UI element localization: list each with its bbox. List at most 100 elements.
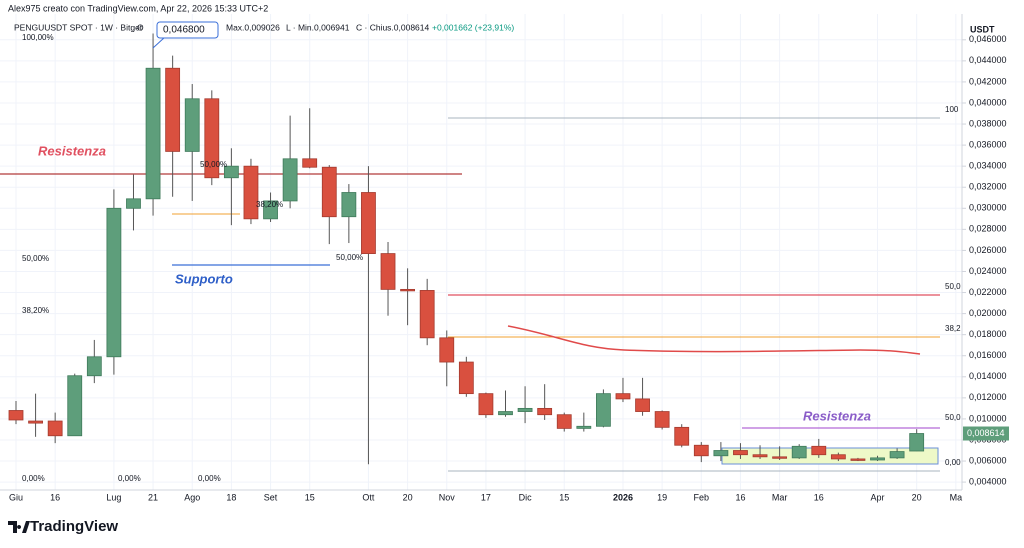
- x-tick-label: 17: [481, 492, 491, 502]
- fib-label: 100,00%: [22, 33, 54, 42]
- y-tick-label: 0,034000: [969, 161, 1007, 171]
- candle-body: [243, 165, 259, 220]
- ohlc-field: L · Min.0,006941: [286, 22, 350, 32]
- candle-body: [321, 166, 337, 218]
- change: +0,001662 (+23,91%): [432, 22, 514, 32]
- x-tick-label: 18: [226, 492, 236, 502]
- candle-body: [772, 456, 788, 459]
- y-tick-label: 0,026000: [969, 245, 1007, 255]
- candle-body: [889, 451, 905, 459]
- candle-body: [635, 398, 650, 412]
- y-tick-label: 0,020000: [969, 308, 1007, 318]
- fib-label: 100: [945, 105, 959, 114]
- fib-label: 50,0: [945, 282, 961, 291]
- fib-label: 50,00%: [336, 253, 363, 262]
- y-tick-label: 0,036000: [969, 139, 1007, 149]
- x-tick-label: 16: [814, 492, 824, 502]
- candle-body: [537, 407, 553, 416]
- callout-pointer: [152, 36, 166, 49]
- y-tick-label: 0,014000: [969, 371, 1007, 381]
- y-tick-label: 0,010000: [969, 413, 1007, 423]
- x-tick-label: 15: [305, 492, 315, 502]
- y-tick-label: 0,018000: [969, 329, 1007, 339]
- candle-body: [458, 361, 474, 395]
- callout: [156, 21, 219, 39]
- candle-body: [165, 67, 181, 152]
- x-tick-label: Ott: [362, 492, 375, 502]
- candle-body: [596, 393, 611, 427]
- annotation: Supporto: [175, 271, 233, 286]
- fib-label: 0,00: [945, 458, 961, 467]
- candle-body: [204, 98, 220, 179]
- fib-label: 38,20%: [256, 200, 283, 209]
- x-tick-label: 15: [559, 492, 569, 502]
- candle-body: [47, 420, 63, 437]
- y-tick-label: 0,004000: [969, 476, 1007, 486]
- x-tick-label: Ago: [184, 492, 200, 502]
- candle-body: [693, 444, 709, 457]
- x-tick-label: 16: [50, 492, 60, 502]
- y-tick-label: 0,032000: [969, 182, 1007, 192]
- candle-body: [517, 407, 533, 412]
- candle-body: [67, 375, 83, 437]
- y-tick-label: 0,012000: [969, 392, 1007, 402]
- last-price-tag: [963, 426, 1009, 441]
- fib-label: 50,00%: [200, 160, 227, 169]
- candle-body: [380, 253, 396, 290]
- y-tick-label: 0,044000: [969, 55, 1007, 65]
- candle-body: [654, 411, 670, 428]
- candles: [8, 33, 925, 465]
- candle-body: [713, 450, 729, 457]
- x-tick-label: 19: [657, 492, 667, 502]
- x-tick-label: Mar: [772, 492, 788, 502]
- candle-body: [106, 207, 122, 358]
- ohlc-field: O: [137, 22, 144, 32]
- candle-body: [145, 67, 161, 200]
- y-tick-label: 0,022000: [969, 287, 1007, 297]
- y-tick-label: 0,046000: [969, 34, 1007, 44]
- candle-body: [674, 426, 690, 446]
- candle-body: [223, 165, 239, 179]
- y-tick-label: 0,016000: [969, 350, 1007, 360]
- candle-body: [8, 410, 24, 421]
- candle-body: [302, 158, 318, 168]
- x-tick-label: Ma: [950, 492, 963, 502]
- x-tick-label: Nov: [439, 492, 456, 502]
- candle-body: [850, 458, 866, 461]
- x-tick-label: Giu: [9, 492, 23, 502]
- candle-body: [400, 288, 416, 292]
- x-tick-label: 21: [148, 492, 158, 502]
- fib-label: 50,0: [945, 413, 961, 422]
- candle-body: [811, 445, 827, 456]
- x-tick-label: Dic: [519, 492, 532, 502]
- axes: 0,0040000,0060000,0080000,0100000,012000…: [9, 34, 1009, 502]
- candle-body: [556, 414, 572, 429]
- ohlc-field: Max.0,009026: [226, 22, 280, 32]
- candle-body: [28, 420, 43, 424]
- candle-body: [576, 425, 592, 429]
- fib-label: 0,00%: [118, 474, 141, 483]
- annotation: Resistenza: [803, 408, 871, 423]
- symbol: PENGUUSDT SPOT · 1W · Bitget: [14, 22, 143, 32]
- brand-logo: [8, 521, 30, 533]
- candle-body: [498, 411, 513, 416]
- candle-body: [126, 198, 141, 209]
- candle-body: [733, 450, 748, 456]
- candle-body: [791, 445, 807, 459]
- x-tick-label: 20: [403, 492, 413, 502]
- credit: Alex975 creato con TradingView.com, Apr …: [8, 3, 268, 13]
- brand: TradingView: [30, 518, 118, 535]
- candle-body: [341, 192, 357, 218]
- last-price-label: 0,008614: [967, 428, 1005, 438]
- candle-body: [478, 393, 494, 416]
- candle-body: [615, 393, 631, 400]
- fib-label: 38,20%: [22, 306, 49, 315]
- x-tick-label: Feb: [694, 492, 710, 502]
- ohlc-field: C · Chius.0,008614: [356, 22, 430, 32]
- candle-body: [282, 158, 298, 202]
- x-tick-label: 16: [735, 492, 745, 502]
- y-tick-label: 0,042000: [969, 76, 1007, 86]
- x-tick-label: 20: [912, 492, 922, 502]
- y-tick-label: 0,024000: [969, 266, 1007, 276]
